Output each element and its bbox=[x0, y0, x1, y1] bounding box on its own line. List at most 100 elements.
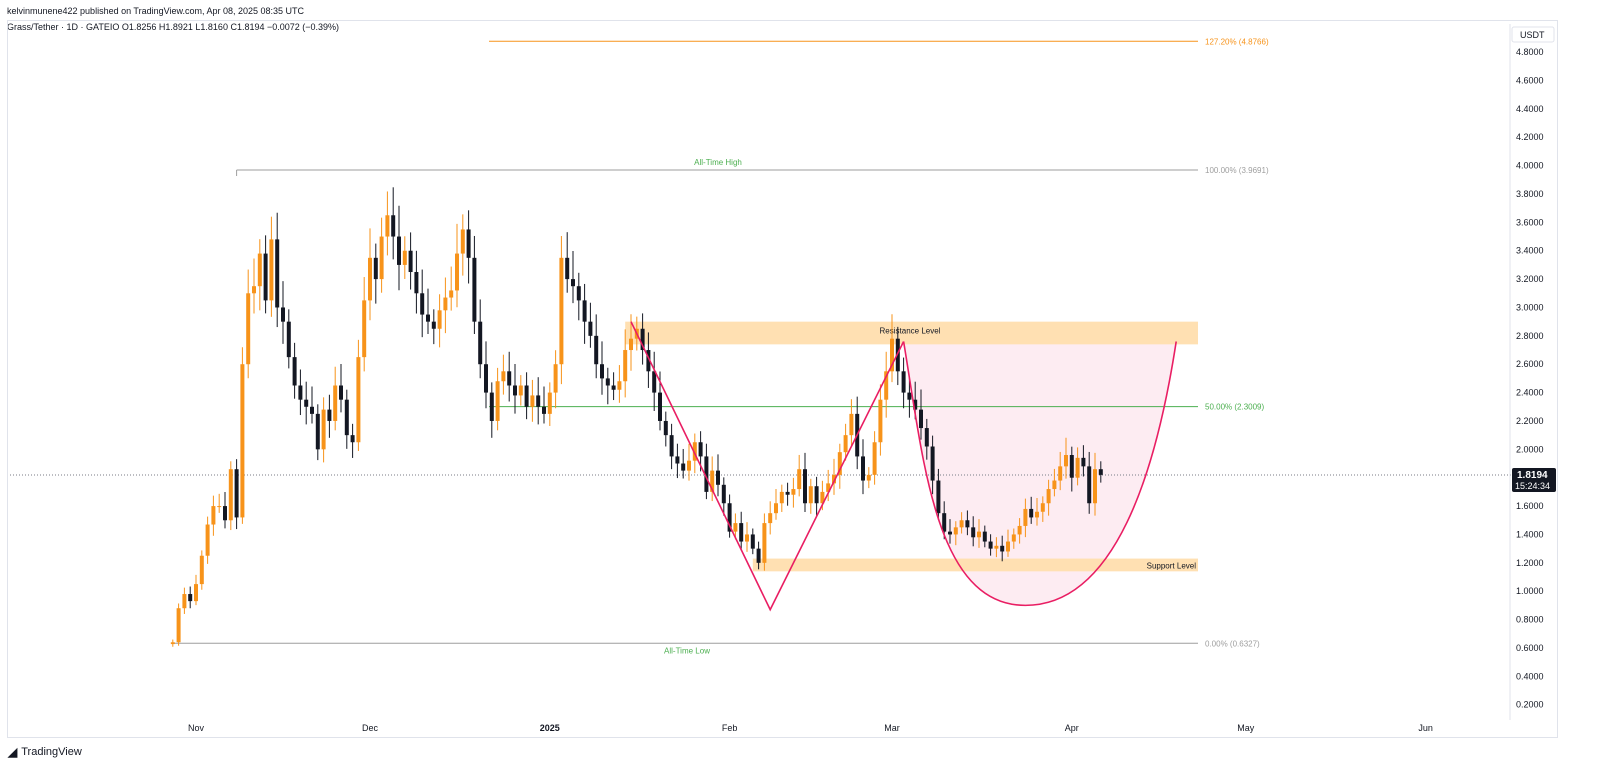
candle-body bbox=[895, 338, 900, 372]
candle-body bbox=[269, 239, 274, 301]
candle-body bbox=[733, 523, 738, 532]
candle-body bbox=[507, 371, 512, 386]
y-tick-label: 4.4000 bbox=[1516, 104, 1544, 114]
candle-body bbox=[884, 371, 889, 400]
fib-label: 100.00% (3.9691) bbox=[1205, 166, 1269, 175]
candle-body bbox=[582, 300, 587, 322]
candle-body bbox=[866, 474, 871, 481]
candle-body bbox=[281, 307, 285, 322]
candle-body bbox=[977, 531, 981, 538]
candle-body bbox=[391, 215, 396, 237]
candle-body bbox=[797, 469, 802, 490]
y-tick-label: 3.6000 bbox=[1516, 217, 1544, 227]
candle-body bbox=[449, 290, 454, 298]
candle-body bbox=[774, 503, 778, 514]
candle-body bbox=[205, 524, 210, 556]
candle-body bbox=[292, 357, 297, 386]
candle-body bbox=[588, 321, 593, 336]
y-tick-label: 2.6000 bbox=[1516, 359, 1544, 369]
candle-body bbox=[814, 486, 819, 504]
chart-header: kelvinmunene422 published on TradingView… bbox=[7, 6, 339, 32]
support-label: Support Level bbox=[1147, 562, 1197, 571]
candle-body bbox=[472, 257, 477, 322]
y-tick-label: 0.2000 bbox=[1516, 700, 1544, 710]
candle-body bbox=[803, 469, 807, 504]
candle-body bbox=[547, 392, 552, 414]
tradingview-brand[interactable]: ◢ TradingView bbox=[8, 745, 82, 759]
candle-body bbox=[350, 435, 355, 443]
y-tick-label: 0.4000 bbox=[1516, 671, 1544, 681]
y-tick-label: 1.0000 bbox=[1516, 586, 1544, 596]
candle-body bbox=[1052, 480, 1057, 490]
atl-label: All-Time Low bbox=[664, 646, 710, 655]
candle-body bbox=[826, 483, 831, 492]
x-tick-label: Jun bbox=[1418, 723, 1433, 733]
candle-body bbox=[286, 321, 291, 358]
y-tick-label: 4.8000 bbox=[1516, 47, 1544, 57]
y-tick-label: 3.8000 bbox=[1516, 189, 1544, 199]
candle-body bbox=[275, 239, 280, 308]
candle-body bbox=[994, 545, 999, 549]
candle-body bbox=[919, 409, 923, 429]
candle-body bbox=[837, 452, 842, 475]
candle-body bbox=[675, 456, 680, 464]
candle-body bbox=[762, 523, 767, 563]
fib-label: 0.00% (0.6327) bbox=[1205, 639, 1260, 648]
candle-body bbox=[362, 300, 367, 358]
candle-body bbox=[368, 257, 372, 301]
candle-body bbox=[385, 215, 390, 237]
candle-body bbox=[542, 406, 546, 414]
candle-body bbox=[426, 314, 430, 322]
candle-body bbox=[1023, 508, 1028, 526]
support-zone bbox=[752, 558, 1198, 572]
candle-body bbox=[530, 395, 535, 407]
y-tick-label: 3.4000 bbox=[1516, 246, 1544, 256]
candle-body bbox=[310, 406, 314, 414]
candle-body bbox=[356, 357, 361, 443]
candle-body bbox=[652, 371, 657, 393]
candle-body bbox=[199, 555, 204, 585]
candle-body bbox=[611, 385, 616, 390]
candle-body bbox=[843, 435, 848, 453]
candle-body bbox=[692, 442, 697, 461]
candle-body bbox=[194, 584, 198, 602]
x-tick-label: Nov bbox=[188, 723, 205, 733]
candle-body bbox=[1093, 469, 1097, 504]
currency-label: USDT bbox=[1520, 30, 1545, 40]
candle-body bbox=[750, 534, 755, 549]
candle-body bbox=[745, 534, 749, 542]
tradingview-logo-icon: ◢ bbox=[8, 745, 18, 759]
candle-body bbox=[768, 513, 773, 524]
candle-body bbox=[721, 484, 726, 504]
y-tick-label: 1.2000 bbox=[1516, 558, 1544, 568]
candle-body bbox=[484, 364, 488, 393]
brand-name: TradingView bbox=[21, 746, 82, 758]
candle-body bbox=[495, 381, 500, 421]
chart-frame bbox=[7, 20, 1558, 738]
candle-body bbox=[211, 506, 216, 525]
last-price-value: 1.8194 bbox=[1517, 470, 1548, 481]
candle-body bbox=[524, 385, 529, 407]
candle-body bbox=[890, 338, 894, 372]
candle-body bbox=[408, 250, 413, 273]
candle-body bbox=[431, 321, 436, 329]
candle-body bbox=[513, 385, 517, 396]
candle-body bbox=[501, 371, 506, 382]
candle-body bbox=[315, 413, 320, 450]
resistance-label: Resistance Level bbox=[880, 327, 941, 336]
candle-body bbox=[698, 442, 703, 457]
candle-body bbox=[820, 491, 825, 504]
bar-countdown: 15:24:34 bbox=[1515, 481, 1550, 491]
candle-body bbox=[629, 338, 633, 351]
candle-body bbox=[1058, 466, 1063, 481]
candle-body bbox=[953, 527, 958, 535]
candle-body bbox=[1029, 508, 1034, 518]
candle-body bbox=[1017, 525, 1022, 535]
candle-body bbox=[373, 257, 378, 280]
candle-body bbox=[223, 506, 227, 521]
candle-body bbox=[1011, 534, 1016, 542]
ath-label: All-Time High bbox=[694, 158, 742, 167]
y-tick-label: 1.4000 bbox=[1516, 529, 1544, 539]
currency-box bbox=[1511, 26, 1555, 43]
